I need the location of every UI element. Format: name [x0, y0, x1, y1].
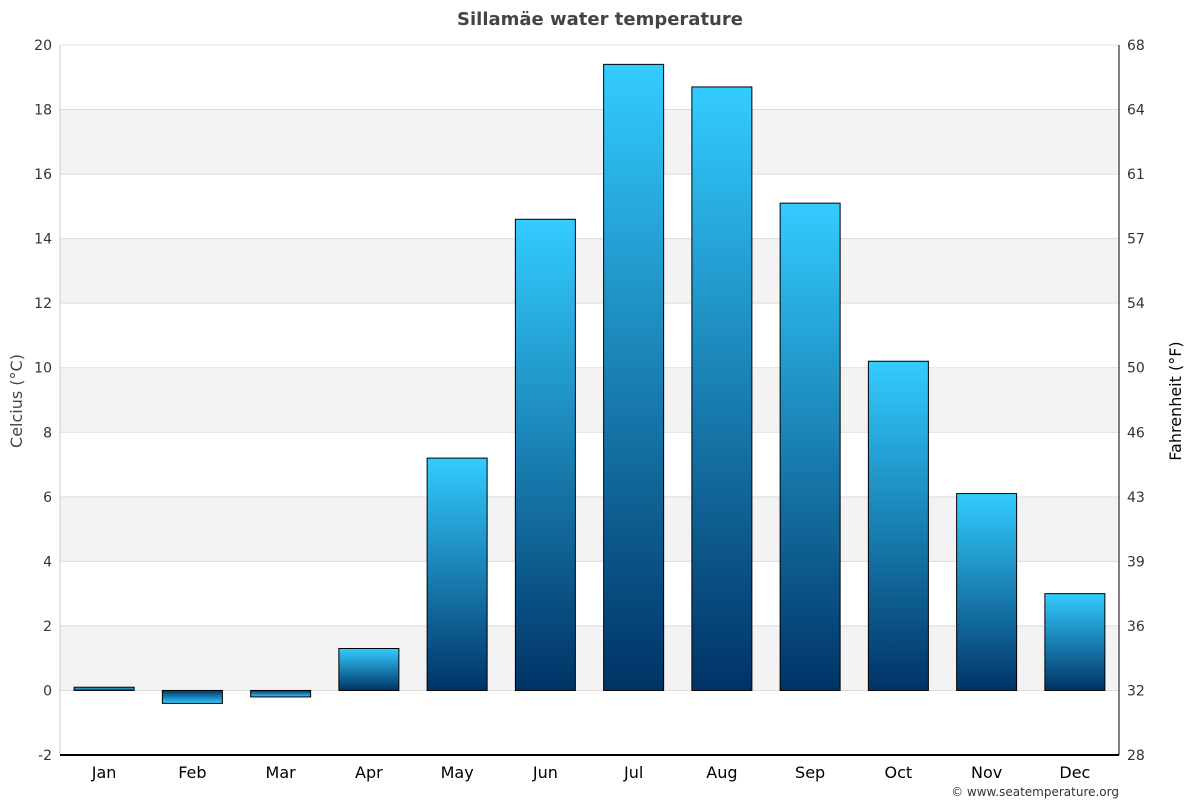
bar-jul	[603, 63, 665, 691]
y2-tick-label: 61	[1127, 167, 1145, 183]
bar-dec	[1044, 593, 1106, 691]
bar-aug	[691, 86, 753, 691]
x-tick-label: Jun	[532, 763, 558, 782]
y-tick-label: 2	[43, 619, 52, 635]
x-tick-label: Sep	[795, 763, 825, 782]
y-tick-label: -2	[38, 748, 52, 764]
x-tick-label: Apr	[355, 763, 383, 782]
y2-axis-label: Fahrenheit (°F)	[1166, 341, 1185, 460]
y2-tick-label: 32	[1127, 683, 1145, 699]
y-tick-label: 10	[34, 361, 52, 377]
y-tick-label: 20	[34, 38, 52, 54]
x-tick-label: Dec	[1059, 763, 1090, 782]
bar-oct	[867, 360, 929, 691]
bar-jun	[514, 218, 576, 691]
y2-tick-label: 43	[1127, 490, 1145, 506]
footer-credit: © www.seatemperature.org	[951, 785, 1119, 799]
grid-band	[60, 367, 1119, 433]
x-tick-label: Mar	[266, 763, 297, 782]
x-tick-label: May	[441, 763, 474, 782]
y2-tick-label: 28	[1127, 748, 1145, 764]
bar-mar	[250, 689, 312, 698]
y-tick-label: 12	[34, 296, 52, 312]
x-tick-label: Nov	[971, 763, 1002, 782]
bar-apr	[338, 648, 400, 691]
grid-band	[60, 238, 1119, 304]
bar-may	[426, 457, 488, 691]
y-tick-label: 6	[43, 490, 52, 506]
y2-tick-label: 46	[1127, 425, 1145, 441]
y2-tick-label: 36	[1127, 619, 1145, 635]
y-tick-label: 16	[34, 167, 52, 183]
x-tick-label: Aug	[706, 763, 737, 782]
x-tick-label: Feb	[178, 763, 206, 782]
y-tick-label: 4	[43, 554, 52, 570]
y2-tick-label: 64	[1127, 103, 1145, 119]
y-axis-label: Celcius (°C)	[7, 354, 26, 448]
y-tick-label: 8	[43, 425, 52, 441]
y-tick-label: 18	[34, 103, 52, 119]
y2-tick-label: 50	[1127, 361, 1145, 377]
y2-tick-label: 39	[1127, 554, 1145, 570]
x-tick-label: Jan	[91, 763, 117, 782]
x-tick-label: Jul	[623, 763, 643, 782]
y2-tick-label: 57	[1127, 232, 1145, 248]
chart-title: Sillamäe water temperature	[457, 9, 743, 30]
grid-band	[60, 625, 1119, 691]
y2-tick-label: 68	[1127, 38, 1145, 54]
bar-sep	[779, 202, 841, 691]
y-tick-label: 14	[34, 232, 52, 248]
bar-feb	[161, 689, 223, 704]
grid-band	[60, 496, 1119, 562]
y2-tick-label: 54	[1127, 296, 1145, 312]
x-tick-label: Oct	[885, 763, 913, 782]
y-tick-label: 0	[43, 683, 52, 699]
grid-band	[60, 109, 1119, 175]
bar-jan	[73, 686, 135, 691]
bar-nov	[956, 493, 1018, 691]
